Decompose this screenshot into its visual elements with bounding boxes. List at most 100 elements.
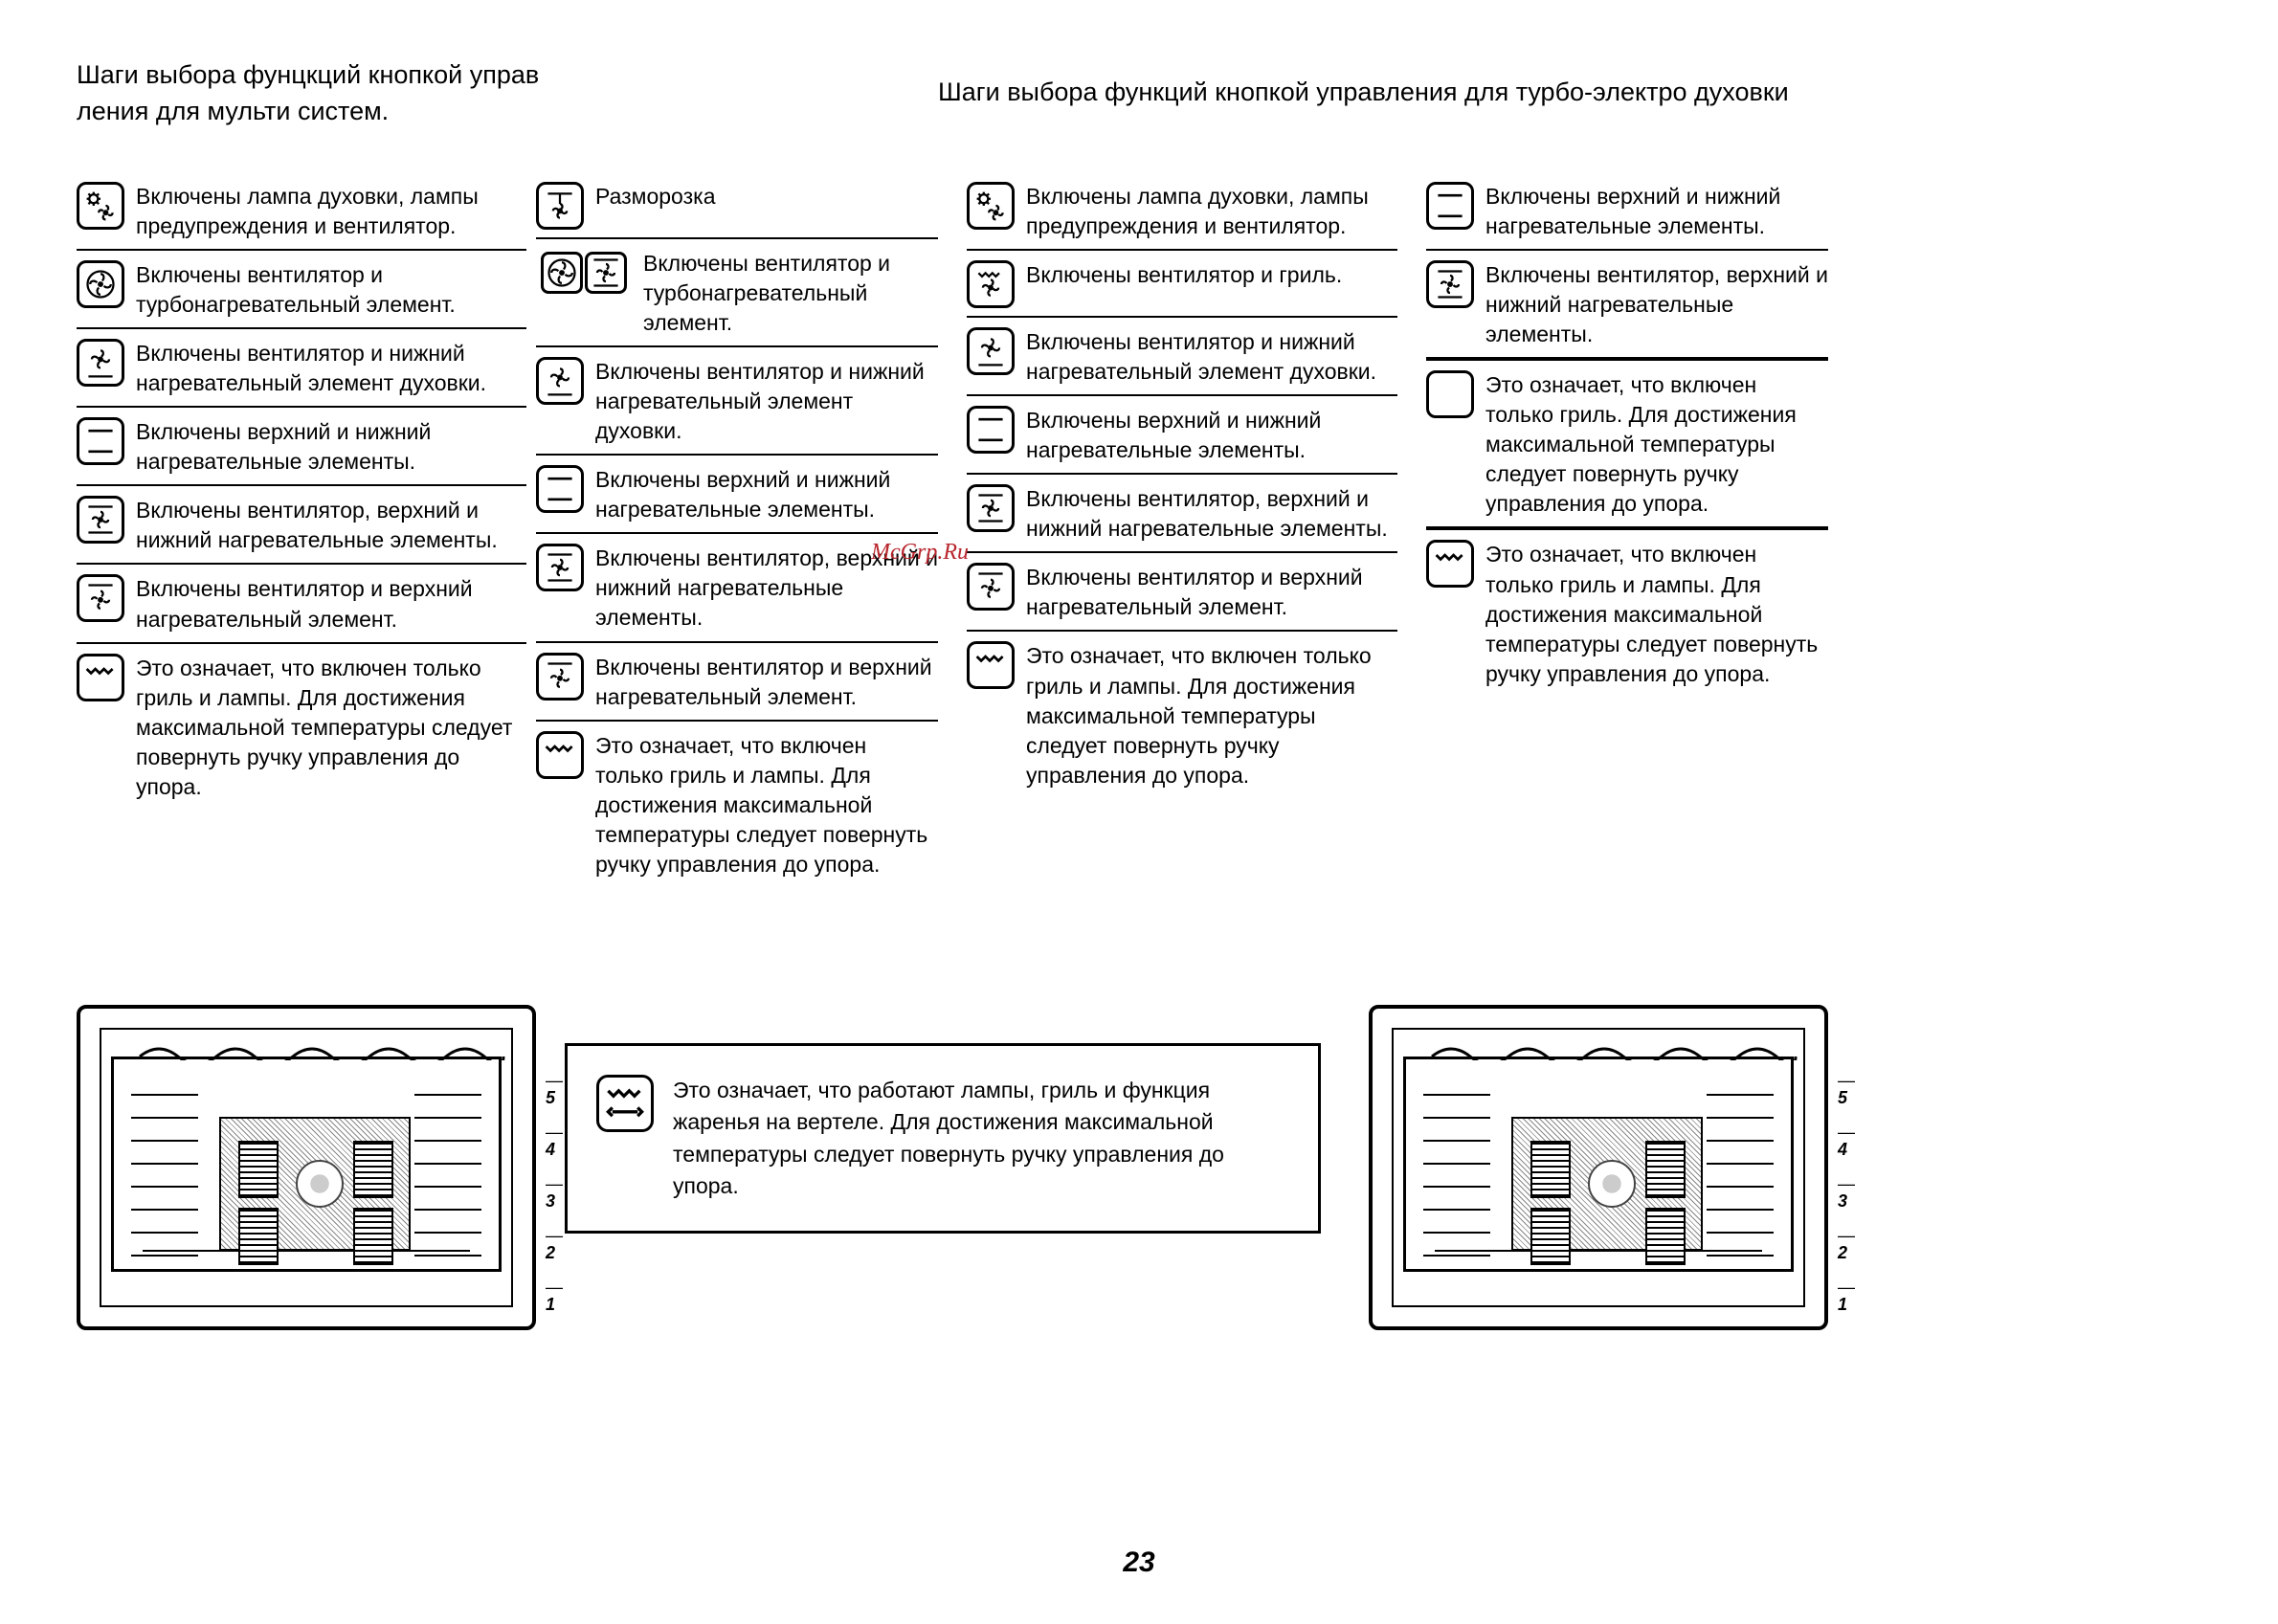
function-text: Это означает, что включен только гриль. … bbox=[1485, 368, 1828, 519]
fan-top-bottom-b-icon bbox=[1426, 260, 1474, 308]
function-item: Включены вентилятор, верхний и нижний на… bbox=[1426, 249, 1828, 357]
fan-bottom-icon bbox=[536, 357, 584, 405]
function-text: Включены лампа духовки, лампы предупрежд… bbox=[1026, 180, 1397, 241]
function-item: Включены верхний и нижний нагревательные… bbox=[77, 406, 526, 484]
rotisserie-note-text: Это означает, что работают лампы, гриль … bbox=[673, 1075, 1289, 1202]
fan-top-bottom-icon bbox=[536, 544, 584, 591]
function-item: Включены лампа духовки, лампы предупрежд… bbox=[77, 172, 526, 249]
function-item: Включены вентилятор и нижний нагреватель… bbox=[536, 345, 938, 454]
fan-bottom-icon bbox=[77, 339, 124, 387]
function-text: Включены верхний и нижний нагревательные… bbox=[595, 463, 938, 524]
function-item: Включены вентилятор и верхний нагревател… bbox=[536, 641, 938, 720]
function-item: Это означает, что включен только гриль и… bbox=[77, 642, 526, 810]
function-text: Включены вентилятор и нижний нагреватель… bbox=[136, 337, 526, 398]
function-text: Включены вентилятор и турбонагревательны… bbox=[643, 247, 938, 338]
top-bottom-icon bbox=[77, 417, 124, 465]
oven-diagram-right bbox=[1369, 1005, 1828, 1330]
top-bottom-icon bbox=[1426, 182, 1474, 230]
rack-label: 2 bbox=[1838, 1227, 1855, 1261]
function-text: Включены вентилятор и нижний нагреватель… bbox=[595, 355, 938, 446]
function-text: Включены вентилятор и гриль. bbox=[1026, 258, 1342, 290]
top-bottom-icon bbox=[536, 465, 584, 513]
function-item: Разморозка bbox=[536, 172, 938, 237]
column-1: Включены лампа духовки, лампы предупрежд… bbox=[77, 172, 526, 887]
grill-icon bbox=[536, 731, 584, 779]
function-item: Включены вентилятор и верхний нагревател… bbox=[77, 563, 526, 641]
function-text: Включены вентилятор и нижний нагреватель… bbox=[1026, 325, 1397, 387]
function-item: Включены вентилятор, верхний и нижний на… bbox=[77, 484, 526, 563]
function-text: Включены вентилятор, верхний и нижний на… bbox=[1485, 258, 1828, 349]
rack-label: 4 bbox=[1838, 1123, 1855, 1158]
function-text: Это означает, что включен только гриль и… bbox=[1485, 538, 1828, 688]
turbo-fan-icon bbox=[77, 260, 124, 308]
grill-icon bbox=[967, 641, 1015, 689]
function-text: Включены вентилятор и верхний нагревател… bbox=[595, 651, 938, 712]
function-text: Это означает, что включен только гриль и… bbox=[595, 729, 938, 879]
grill-icon bbox=[1426, 540, 1474, 588]
function-text: Включены лампа духовки, лампы предупрежд… bbox=[136, 180, 526, 241]
column-3: Включены лампа духовки, лампы предупрежд… bbox=[967, 172, 1397, 887]
function-item: Это означает, что включен только гриль и… bbox=[536, 720, 938, 887]
oven-diagram-left-wrap: 54321 bbox=[77, 1005, 536, 1330]
rotisserie-note-box: Это означает, что работают лампы, гриль … bbox=[565, 1043, 1321, 1234]
function-text: Включены вентилятор и верхний нагревател… bbox=[136, 572, 526, 634]
rack-label: 5 bbox=[546, 1072, 563, 1106]
function-text: Включены вентилятор, верхний и нижний на… bbox=[1026, 482, 1397, 544]
lamp-fan-icon bbox=[967, 182, 1015, 230]
column-2: Разморозка Включены вентилятор и турбона… bbox=[536, 172, 938, 887]
defrost-icon bbox=[536, 182, 584, 230]
watermark: McGrp.Ru bbox=[871, 540, 969, 566]
top-bottom-icon bbox=[967, 406, 1015, 454]
function-item: Включены вентилятор, верхний и нижний на… bbox=[967, 473, 1397, 551]
function-item: Включены лампа духовки, лампы предупрежд… bbox=[967, 172, 1397, 249]
dual-fan-icon bbox=[536, 249, 632, 297]
grill-icon bbox=[77, 654, 124, 701]
fan-top-icon bbox=[536, 653, 584, 701]
fan-top-bottom-icon bbox=[967, 484, 1015, 532]
function-item: Включены вентилятор и турбонагревательны… bbox=[77, 249, 526, 327]
function-item: Включены верхний и нижний нагревательные… bbox=[536, 454, 938, 532]
function-item: Включены верхний и нижний нагревательные… bbox=[967, 394, 1397, 473]
rack-label: 3 bbox=[1838, 1175, 1855, 1210]
page-number: 23 bbox=[1123, 1546, 1154, 1579]
function-item: Включены вентилятор и гриль. bbox=[967, 249, 1397, 316]
fan-top-icon bbox=[77, 574, 124, 622]
rack-label: 3 bbox=[546, 1175, 563, 1210]
oven-diagram-right-wrap: 54321 bbox=[1369, 1005, 1828, 1330]
oven-rack-labels-left: 5 4 3 2 1 bbox=[546, 1072, 563, 1313]
function-text: Это означает, что включен только гриль и… bbox=[1026, 639, 1397, 790]
rack-label: 1 bbox=[546, 1279, 563, 1313]
function-item: Включены вентилятор и верхний нагревател… bbox=[967, 551, 1397, 630]
grill-rotisserie-icon bbox=[596, 1075, 654, 1132]
function-text: Включены верхний и нижний нагревательные… bbox=[1485, 180, 1828, 241]
function-text: Включены вентилятор и турбонагревательны… bbox=[136, 258, 526, 320]
function-item: Включены верхний и нижний нагревательные… bbox=[1426, 172, 1828, 249]
fan-bottom-icon bbox=[967, 327, 1015, 375]
function-text: Это означает, что включен только гриль и… bbox=[136, 652, 526, 802]
function-text: Включены вентилятор и верхний нагревател… bbox=[1026, 561, 1397, 622]
rack-label: 5 bbox=[1838, 1072, 1855, 1106]
bottom-row: 5 4 3 2 1 Это означает, что работают лампы, … bbox=[77, 1005, 2201, 1330]
function-columns: Включены лампа духовки, лампы предупрежд… bbox=[77, 172, 2201, 887]
function-item: Это означает, что включен только гриль. … bbox=[1426, 357, 1828, 526]
function-item: Это означает, что включен только гриль и… bbox=[967, 630, 1397, 797]
rack-label: 1 bbox=[1838, 1279, 1855, 1313]
fan-top-icon bbox=[967, 563, 1015, 611]
function-text: Включены верхний и нижний нагревательные… bbox=[1026, 404, 1397, 465]
function-text: Включены вентилятор, верхний и нижний на… bbox=[136, 494, 526, 555]
manual-page: Шаги выбора фунцкций кнопкой управ ления… bbox=[77, 57, 2201, 1569]
function-text: Включены верхний и нижний нагревательные… bbox=[136, 415, 526, 477]
lamp-fan-icon bbox=[77, 182, 124, 230]
function-item: Включены вентилятор и нижний нагреватель… bbox=[967, 316, 1397, 394]
blank-sq-icon bbox=[1426, 370, 1474, 418]
oven-rack-labels-right: 5 4 3 2 1 bbox=[1838, 1072, 1855, 1313]
function-item: Включены вентилятор и турбонагревательны… bbox=[536, 237, 938, 345]
fan-top-bottom-icon bbox=[77, 496, 124, 544]
column-4: Включены верхний и нижний нагревательные… bbox=[1426, 172, 1828, 887]
rack-label: 2 bbox=[546, 1227, 563, 1261]
function-item: Включены вентилятор и нижний нагреватель… bbox=[77, 327, 526, 406]
oven-diagram-left bbox=[77, 1005, 536, 1330]
heading-turbo-electro: Шаги выбора функций кнопкой управления д… bbox=[938, 75, 1895, 111]
function-item: Это означает, что включен только гриль и… bbox=[1426, 526, 1828, 696]
rack-label: 4 bbox=[546, 1123, 563, 1158]
